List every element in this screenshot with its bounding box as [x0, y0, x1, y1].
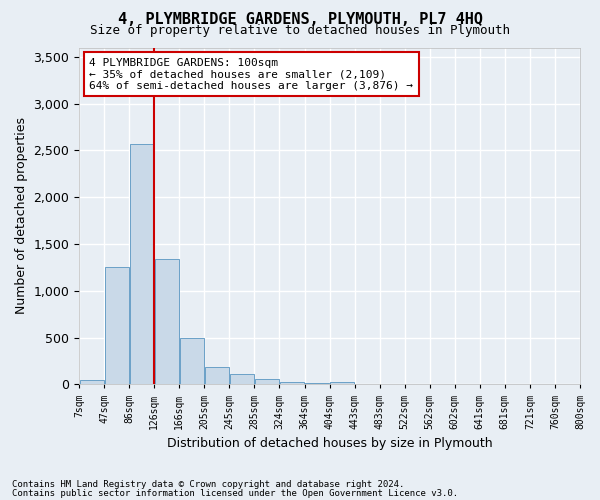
Text: 4, PLYMBRIDGE GARDENS, PLYMOUTH, PL7 4HQ: 4, PLYMBRIDGE GARDENS, PLYMOUTH, PL7 4HQ: [118, 12, 482, 28]
Text: 4 PLYMBRIDGE GARDENS: 100sqm
← 35% of detached houses are smaller (2,109)
64% of: 4 PLYMBRIDGE GARDENS: 100sqm ← 35% of de…: [89, 58, 413, 91]
Bar: [130, 144, 154, 384]
Bar: [330, 382, 354, 384]
Text: Contains HM Land Registry data © Crown copyright and database right 2024.: Contains HM Land Registry data © Crown c…: [12, 480, 404, 489]
X-axis label: Distribution of detached houses by size in Plymouth: Distribution of detached houses by size …: [167, 437, 493, 450]
Bar: [280, 382, 304, 384]
Text: Contains public sector information licensed under the Open Government Licence v3: Contains public sector information licen…: [12, 488, 458, 498]
Text: Size of property relative to detached houses in Plymouth: Size of property relative to detached ho…: [90, 24, 510, 37]
Bar: [230, 374, 254, 384]
Bar: [305, 382, 329, 384]
Bar: [180, 338, 204, 384]
Bar: [80, 380, 104, 384]
Y-axis label: Number of detached properties: Number of detached properties: [15, 118, 28, 314]
Bar: [105, 267, 128, 384]
Bar: [155, 259, 179, 384]
Bar: [205, 366, 229, 384]
Bar: [255, 379, 279, 384]
